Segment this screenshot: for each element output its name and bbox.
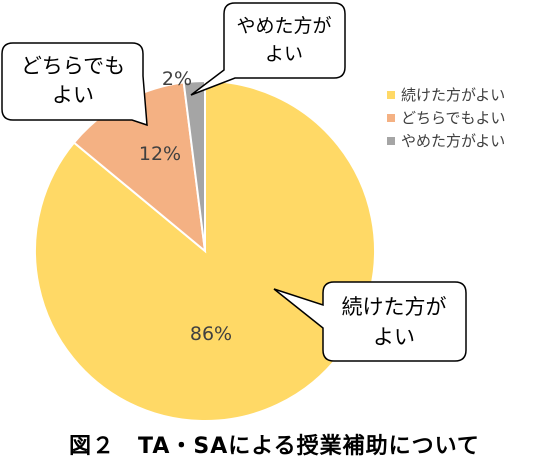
callout-stop-line2: よい — [265, 43, 303, 65]
callout-sustain-line2: よい — [373, 325, 415, 349]
pct-label-sustain: 86% — [190, 323, 232, 345]
callout-bubble-sustain — [273, 281, 467, 362]
legend-swatch-2 — [387, 114, 395, 122]
legend-swatch-3 — [387, 137, 395, 145]
callout-either-line1: どちらでも — [21, 54, 125, 78]
legend-swatch-1 — [387, 91, 395, 99]
legend-label-2: どちらでもよい — [401, 109, 506, 127]
pie-slice-sustain — [34, 79, 376, 422]
pct-label-either: 12% — [139, 143, 181, 165]
callout-bubble-stop — [190, 2, 346, 96]
pct-label-stop: 2% — [162, 68, 192, 90]
callout-stop-line1: やめた方が — [236, 15, 331, 37]
legend-label-1: 続けた方がよい — [401, 86, 505, 104]
percentage-labels: 86% 12% 2% — [139, 68, 232, 345]
pie-slices — [34, 79, 376, 422]
pie-slice-stop — [182, 79, 206, 252]
callout-bubble-either — [1, 42, 148, 127]
legend-label-3: やめた方がよい — [401, 132, 505, 150]
callout-texts: 続けた方が よい どちらでも よい やめた方が よい — [21, 15, 447, 349]
figure-caption: 図２ TA・SAによる授業補助について — [69, 434, 480, 459]
callout-sustain-line1: 続けた方が — [342, 295, 447, 319]
callout-either-line2: よい — [52, 83, 94, 107]
callout-shapes — [1, 2, 467, 362]
